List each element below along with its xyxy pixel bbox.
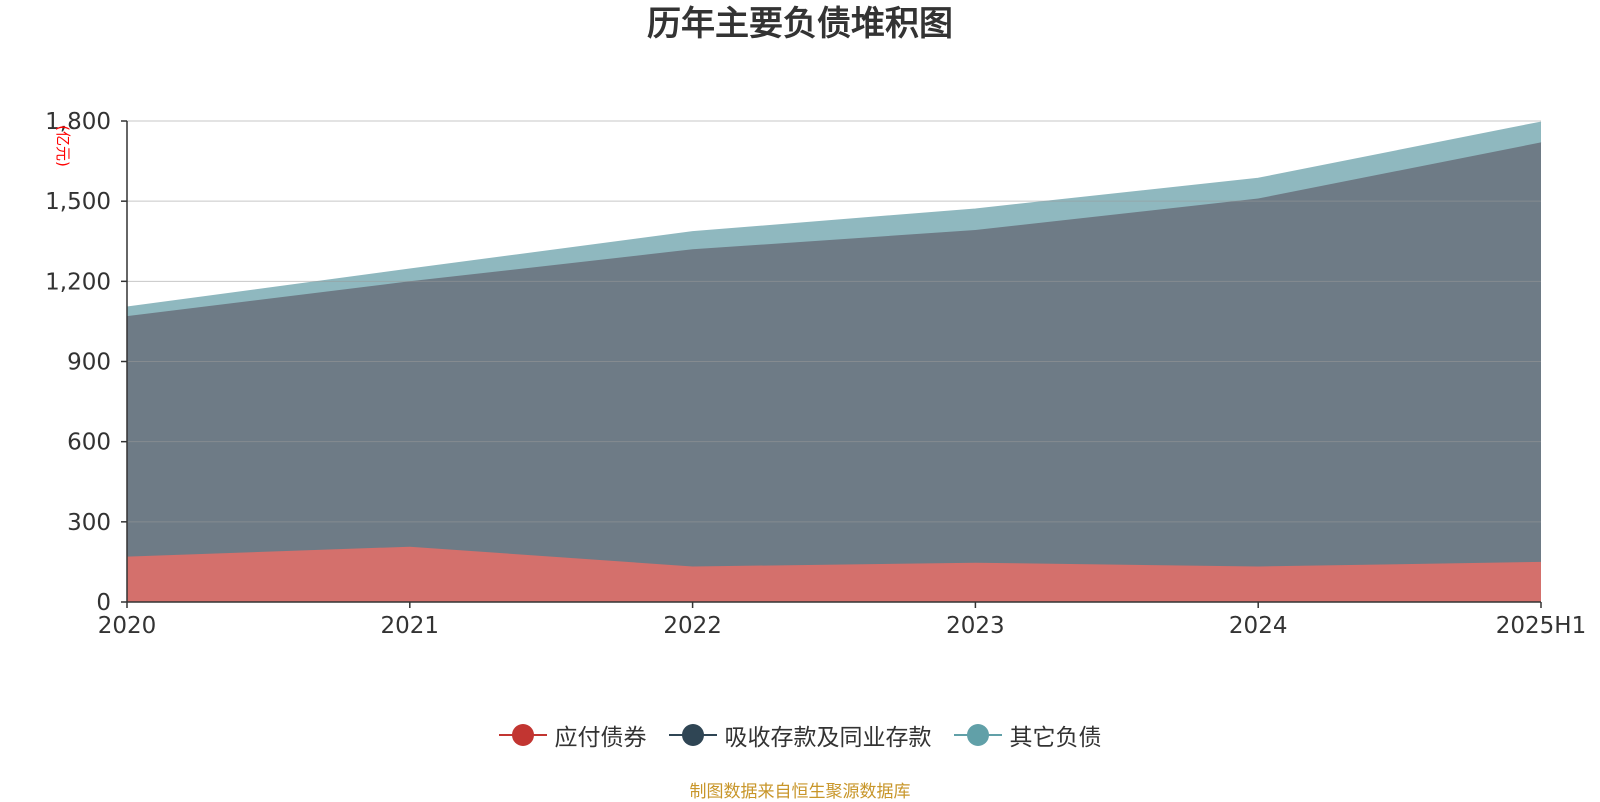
legend-marker-bonds-payable <box>498 721 547 749</box>
legend-marker-other-liabilities <box>953 721 1002 749</box>
legend-item-deposits[interactable]: 吸收存款及同业存款 <box>668 718 932 752</box>
legend-marker-deposits <box>668 721 717 749</box>
x-tick-label: 2022 <box>663 613 722 639</box>
legend: 应付债券 吸收存款及同业存款 其它负债 <box>0 718 1600 752</box>
legend-dot <box>966 724 989 746</box>
y-tick-label: 1,200 <box>45 269 111 295</box>
x-tick-label: 2023 <box>946 613 1005 639</box>
x-tick-label: 2025H1 <box>1496 613 1586 639</box>
legend-item-other-liabilities[interactable]: 其它负债 <box>953 718 1102 752</box>
area-series-1 <box>127 142 1541 567</box>
chart-title: 历年主要负债堆积图 <box>647 4 953 44</box>
legend-dot <box>511 724 534 746</box>
area-edge-series-2 <box>126 121 1542 309</box>
x-tick-label: 2021 <box>381 613 440 639</box>
legend-item-bonds-payable[interactable]: 应付债券 <box>498 718 647 752</box>
y-tick-label: 1,500 <box>45 189 111 215</box>
legend-label-bonds-payable: 应付债券 <box>554 725 647 751</box>
legend-label-deposits: 吸收存款及同业存款 <box>724 725 932 751</box>
x-tick-label: 2020 <box>98 613 157 639</box>
x-tick-label: 2024 <box>1229 613 1288 639</box>
labels-layer: 0 300 600 900 1,200 1,500 1,800 2020 2021 2022 202… <box>45 109 1586 639</box>
y-tick-label: 600 <box>67 430 111 456</box>
legend-dot <box>681 724 704 746</box>
areas-layer <box>126 121 1542 602</box>
area-series-2 <box>127 122 1541 317</box>
area-series-0 <box>127 546 1541 602</box>
y-tick-label: 900 <box>67 350 111 376</box>
y-tick-label: 300 <box>67 510 111 536</box>
y-tick-label: 0 <box>96 590 111 616</box>
source-note: 制图数据来自恒生聚源数据库 <box>689 782 911 802</box>
axis-layer <box>121 120 1542 608</box>
grid-layer <box>127 120 1541 523</box>
legend-label-other-liabilities: 其它负债 <box>1009 725 1102 751</box>
y-unit-label: (亿元) <box>54 125 72 167</box>
y-tick-label: 1,800 <box>45 109 111 135</box>
